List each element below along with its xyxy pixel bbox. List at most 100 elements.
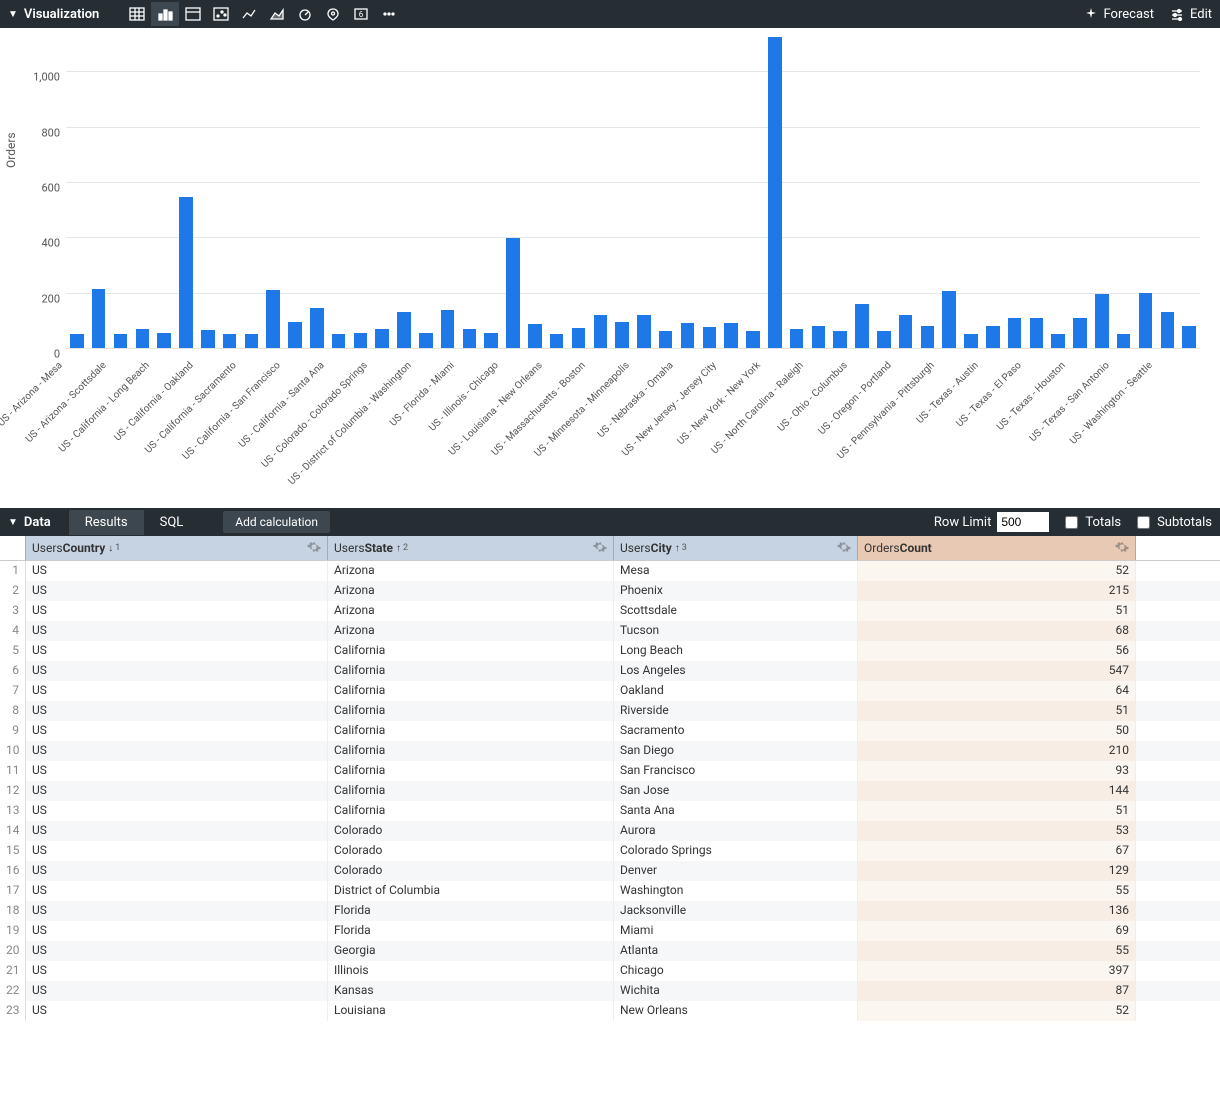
chart-bar[interactable]: [942, 291, 956, 348]
chart-bar[interactable]: [310, 308, 324, 348]
chart-bar[interactable]: [1161, 312, 1175, 348]
column-header-city[interactable]: Users City↑3: [614, 536, 858, 560]
table-row[interactable]: 20USGeorgiaAtlanta55: [0, 941, 1220, 961]
viz-collapse-caret[interactable]: ▼: [8, 9, 18, 20]
chart-bar[interactable]: [288, 322, 302, 348]
column-gear-icon[interactable]: [593, 540, 607, 557]
chart-bar[interactable]: [528, 324, 542, 348]
table-row[interactable]: 10USCaliforniaSan Diego210: [0, 741, 1220, 761]
column-header-state[interactable]: Users State↑2: [328, 536, 614, 560]
chart-bar[interactable]: [768, 37, 782, 348]
chart-bar[interactable]: [1095, 294, 1109, 348]
chart-bar[interactable]: [332, 334, 346, 348]
table-row[interactable]: 21USIllinoisChicago397: [0, 961, 1220, 981]
viz-type-column-icon[interactable]: [179, 2, 207, 26]
viz-type-scatter-icon[interactable]: [207, 2, 235, 26]
chart-bar[interactable]: [790, 329, 804, 348]
chart-bar[interactable]: [419, 333, 433, 348]
chart-bar[interactable]: [201, 330, 215, 348]
table-row[interactable]: 16USColoradoDenver129: [0, 861, 1220, 881]
chart-bar[interactable]: [354, 333, 368, 348]
chart-bar[interactable]: [1073, 318, 1087, 348]
table-row[interactable]: 2USArizonaPhoenix215: [0, 581, 1220, 601]
forecast-button[interactable]: Forecast: [1084, 7, 1154, 22]
totals-checkbox[interactable]: Totals: [1061, 513, 1121, 532]
chart-bar[interactable]: [1139, 293, 1153, 348]
table-row[interactable]: 17USDistrict of ColumbiaWashington55: [0, 881, 1220, 901]
chart-bar[interactable]: [855, 304, 869, 348]
chart-bar[interactable]: [245, 334, 259, 348]
chart-bar[interactable]: [681, 323, 695, 348]
table-row[interactable]: 4USArizonaTucson68: [0, 621, 1220, 641]
viz-type-bar-icon[interactable]: [151, 2, 179, 26]
viz-type-area-icon[interactable]: [263, 2, 291, 26]
chart-bar[interactable]: [92, 289, 106, 349]
table-row[interactable]: 3USArizonaScottsdale51: [0, 601, 1220, 621]
chart-bar[interactable]: [266, 290, 280, 348]
chart-bar[interactable]: [964, 334, 978, 348]
chart-bar[interactable]: [921, 326, 935, 348]
chart-bar[interactable]: [899, 315, 913, 348]
chart-bar[interactable]: [1008, 318, 1022, 348]
chart-bar[interactable]: [136, 329, 150, 348]
table-row[interactable]: 14USColoradoAurora53: [0, 821, 1220, 841]
data-collapse-caret[interactable]: ▼: [8, 517, 18, 528]
viz-type-gauge-icon[interactable]: [291, 2, 319, 26]
table-row[interactable]: 1USArizonaMesa52: [0, 561, 1220, 581]
viz-type-table-icon[interactable]: [123, 2, 151, 26]
edit-button[interactable]: Edit: [1170, 7, 1212, 22]
table-row[interactable]: 22USKansasWichita87: [0, 981, 1220, 1001]
column-header-count[interactable]: Orders Count: [858, 536, 1136, 560]
column-header-country[interactable]: Users Country↓1: [26, 536, 328, 560]
column-gear-icon[interactable]: [837, 540, 851, 557]
chart-bar[interactable]: [506, 238, 520, 348]
row-limit-input[interactable]: [997, 512, 1049, 532]
chart-bar[interactable]: [877, 331, 891, 348]
chart-bar[interactable]: [463, 329, 477, 348]
table-row[interactable]: 6USCaliforniaLos Angeles547: [0, 661, 1220, 681]
column-gear-icon[interactable]: [1115, 540, 1129, 557]
chart-bar[interactable]: [703, 327, 717, 348]
chart-bar[interactable]: [375, 329, 389, 348]
table-row[interactable]: 9USCaliforniaSacramento50: [0, 721, 1220, 741]
table-row[interactable]: 8USCaliforniaRiverside51: [0, 701, 1220, 721]
table-row[interactable]: 12USCaliforniaSan Jose144: [0, 781, 1220, 801]
chart-bar[interactable]: [1051, 334, 1065, 348]
chart-bar[interactable]: [1182, 326, 1196, 348]
chart-bar[interactable]: [1117, 334, 1131, 348]
chart-bar[interactable]: [615, 322, 629, 348]
viz-type-map-icon[interactable]: [319, 2, 347, 26]
viz-type-line-icon[interactable]: [235, 2, 263, 26]
chart-plot-area[interactable]: 02004006008001,000: [66, 38, 1200, 348]
table-row[interactable]: 18USFloridaJacksonville136: [0, 901, 1220, 921]
chart-bar[interactable]: [441, 310, 455, 348]
table-row[interactable]: 23USLouisianaNew Orleans52: [0, 1001, 1220, 1021]
chart-bar[interactable]: [179, 197, 193, 348]
chart-bar[interactable]: [157, 333, 171, 349]
chart-bar[interactable]: [114, 334, 128, 348]
chart-bar[interactable]: [659, 331, 673, 348]
chart-bar[interactable]: [1030, 318, 1044, 348]
column-gear-icon[interactable]: [307, 540, 321, 557]
chart-bar[interactable]: [70, 334, 84, 348]
chart-bar[interactable]: [550, 334, 564, 348]
tab-sql[interactable]: SQL: [144, 510, 200, 535]
chart-bar[interactable]: [572, 328, 586, 348]
chart-bar[interactable]: [637, 315, 651, 348]
chart-bar[interactable]: [986, 326, 1000, 348]
viz-type-single-icon[interactable]: 6: [347, 2, 375, 26]
chart-bar[interactable]: [724, 323, 738, 348]
table-row[interactable]: 7USCaliforniaOakland64: [0, 681, 1220, 701]
table-row[interactable]: 5USCaliforniaLong Beach56: [0, 641, 1220, 661]
table-row[interactable]: 11USCaliforniaSan Francisco93: [0, 761, 1220, 781]
viz-type-more-icon[interactable]: [375, 2, 403, 26]
add-calculation-button[interactable]: Add calculation: [223, 511, 330, 533]
table-row[interactable]: 13USCaliforniaSanta Ana51: [0, 801, 1220, 821]
table-row[interactable]: 15USColoradoColorado Springs67: [0, 841, 1220, 861]
chart-bar[interactable]: [594, 315, 608, 348]
subtotals-checkbox[interactable]: Subtotals: [1133, 513, 1212, 532]
chart-bar[interactable]: [746, 331, 760, 348]
tab-results[interactable]: Results: [69, 510, 144, 535]
chart-bar[interactable]: [223, 334, 237, 348]
chart-bar[interactable]: [397, 312, 411, 348]
